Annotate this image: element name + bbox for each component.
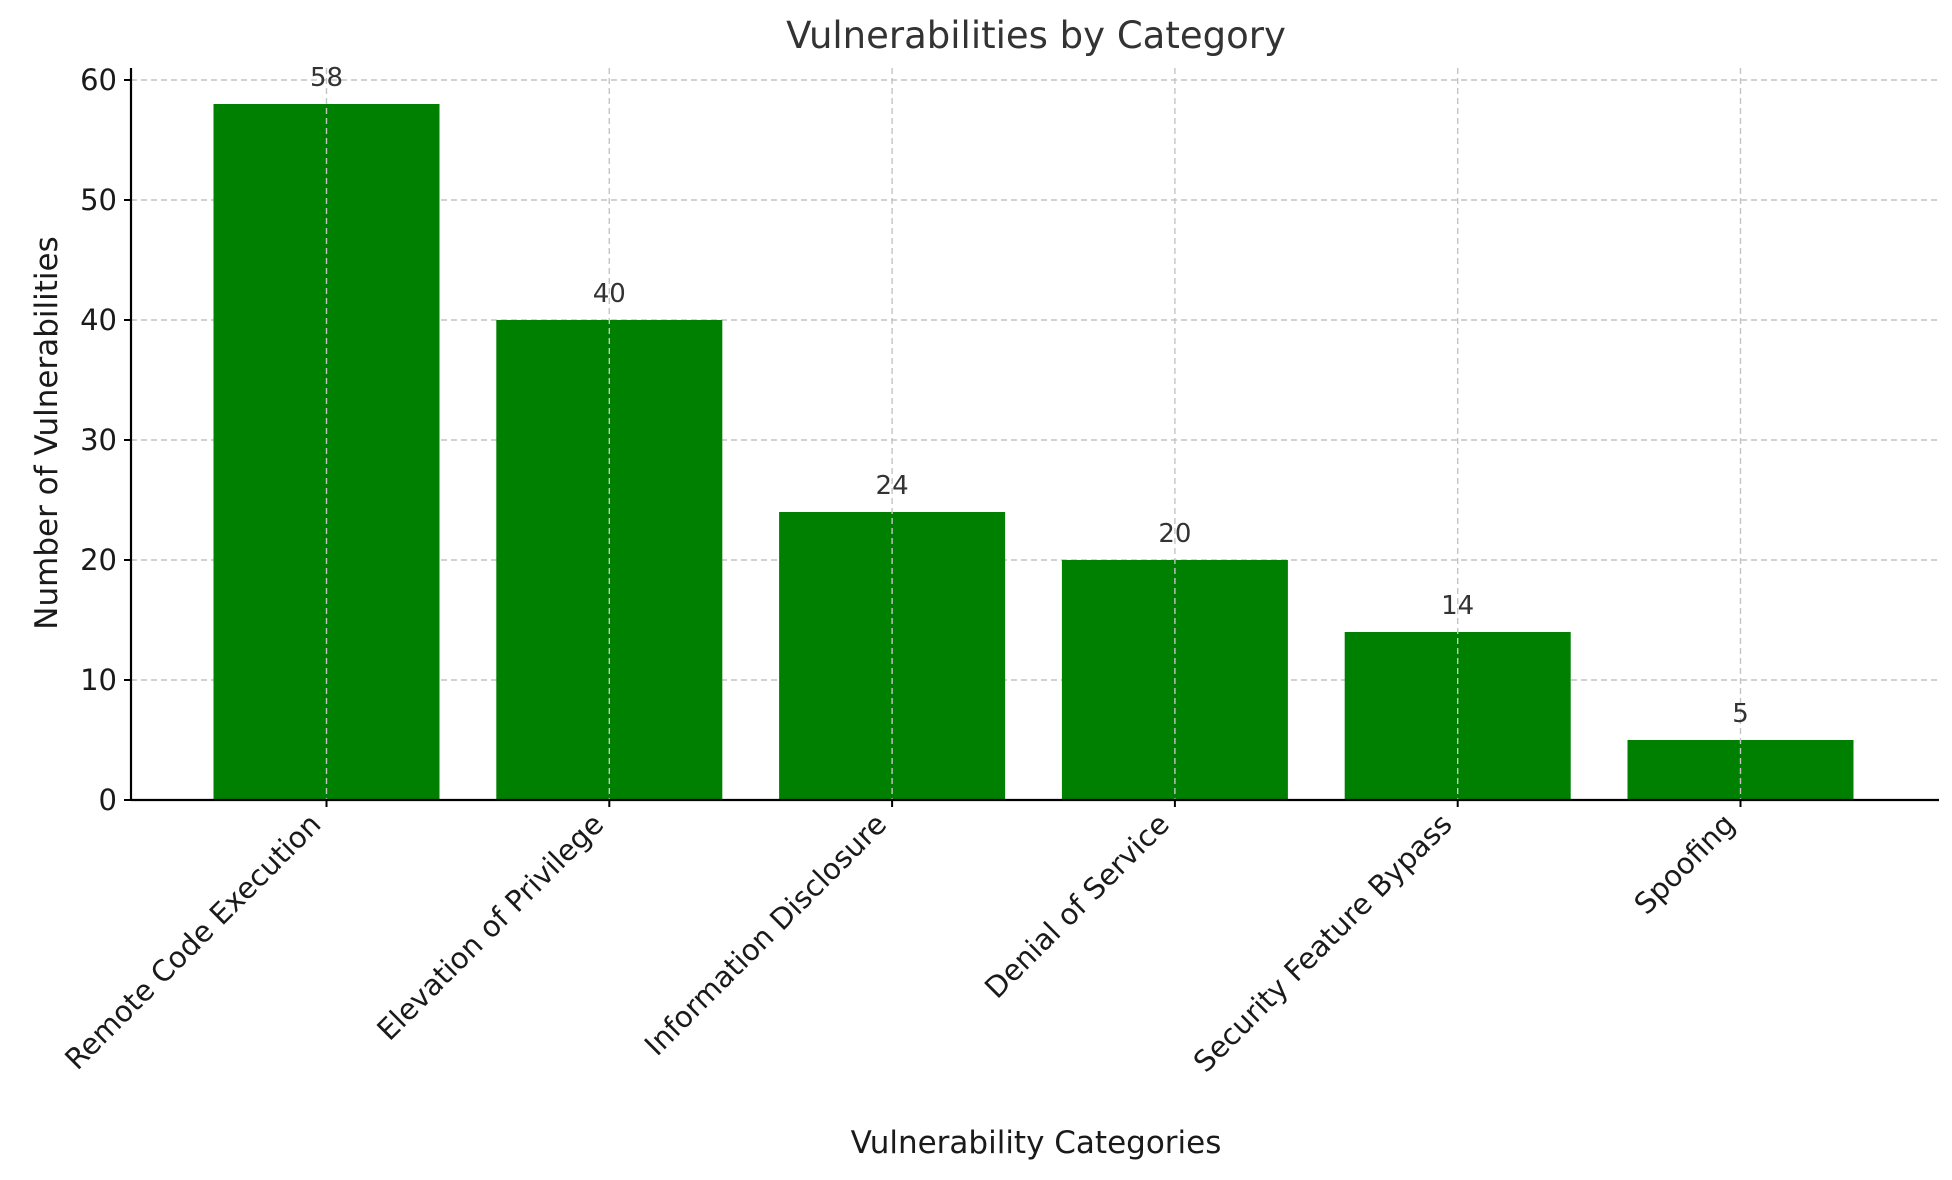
bar-value-label: 5 xyxy=(1732,699,1749,729)
x-tick-label: Remote Code Execution xyxy=(58,807,327,1076)
bar-value-label: 14 xyxy=(1441,591,1474,621)
bar-value-label: 20 xyxy=(1158,519,1191,549)
x-tick-label: Denial of Service xyxy=(978,807,1176,1005)
bar-value-label: 40 xyxy=(593,279,626,309)
y-axis-label: Number of Vulnerabilities xyxy=(29,236,65,629)
x-axis-label: Vulnerability Categories xyxy=(851,1125,1222,1161)
bar xyxy=(779,512,1006,800)
y-tick-label: 20 xyxy=(80,543,117,577)
axes xyxy=(124,68,1939,807)
y-tick-label: 50 xyxy=(80,183,117,217)
x-tick-label: Security Feature Bypass xyxy=(1187,807,1459,1079)
bars xyxy=(213,104,1854,800)
vertical-grid xyxy=(325,68,1742,800)
chart-title: Vulnerabilities by Category xyxy=(786,14,1286,57)
bar-value-label: 24 xyxy=(876,471,909,501)
x-tick-label: Information Disclosure xyxy=(638,807,893,1062)
y-tick-label: 60 xyxy=(80,63,117,97)
y-tick-label: 0 xyxy=(99,783,117,817)
bar-value-label: 58 xyxy=(310,63,343,93)
bar xyxy=(1344,632,1571,800)
y-tick-label: 10 xyxy=(80,663,117,697)
y-tick-label: 40 xyxy=(80,303,117,337)
y-tick-label: 30 xyxy=(80,423,117,457)
x-tick-label: Elevation of Privilege xyxy=(370,807,610,1047)
x-tick-label: Spoofing xyxy=(1627,807,1741,921)
